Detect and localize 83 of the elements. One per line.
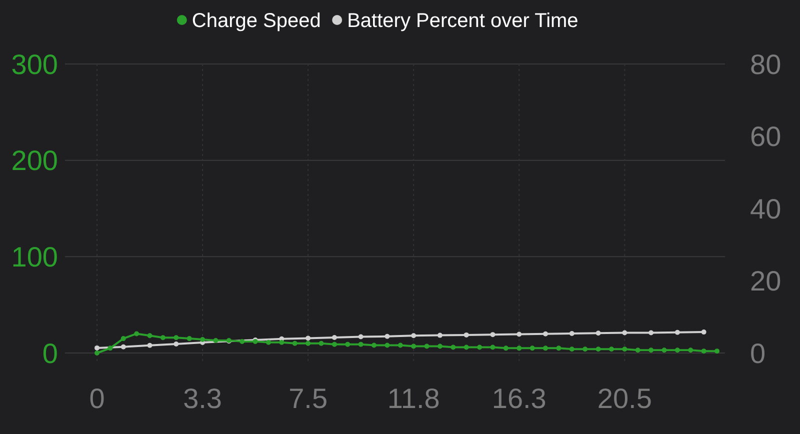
legend-label: Charge Speed (192, 10, 321, 32)
point (398, 342, 403, 348)
point (279, 340, 284, 345)
point (450, 344, 456, 350)
point (384, 334, 390, 339)
point (332, 342, 337, 347)
point (160, 335, 166, 340)
point (147, 333, 152, 338)
point (556, 346, 562, 351)
point (648, 348, 654, 353)
point (464, 344, 469, 350)
point (120, 344, 126, 350)
point (266, 340, 271, 345)
point (240, 338, 245, 344)
point (701, 348, 706, 354)
point (411, 344, 416, 349)
point (200, 337, 206, 342)
point (384, 342, 390, 348)
point (437, 344, 442, 349)
y-tick-label: 300 (11, 48, 58, 80)
point (147, 342, 152, 348)
point (358, 334, 364, 340)
y-tick-label: 0 (42, 338, 58, 369)
point (372, 342, 377, 348)
point (134, 331, 140, 336)
point (674, 348, 680, 353)
point (213, 338, 218, 343)
point (332, 334, 337, 340)
point (477, 344, 482, 350)
point (464, 332, 469, 338)
y-tick-label: 100 (11, 241, 58, 272)
point (437, 332, 442, 338)
point (424, 344, 430, 349)
point (569, 330, 574, 336)
point (596, 330, 601, 336)
x-tick-label: 3.3 (183, 383, 222, 414)
point (306, 340, 311, 346)
y2-tick-label: 80 (750, 48, 782, 80)
x-tick-label: 16.3 (492, 383, 546, 414)
y2-tick-label: 40 (750, 193, 782, 224)
point (530, 346, 535, 351)
point (120, 336, 126, 342)
y-tick-label: 200 (11, 145, 58, 176)
point (543, 331, 548, 336)
point (516, 332, 522, 337)
point (662, 348, 667, 353)
x-tick-label: 20.5 (597, 383, 652, 414)
point (569, 346, 574, 352)
point (490, 344, 496, 350)
point (174, 341, 179, 346)
point (411, 333, 416, 338)
point (292, 340, 298, 346)
point (108, 346, 113, 351)
y2-tick-label: 20 (750, 266, 782, 297)
x-tick-label: 0 (89, 383, 105, 414)
legend-label: Battery Percent over Time (347, 10, 578, 32)
point (688, 348, 694, 353)
point (94, 350, 100, 356)
point (490, 332, 496, 338)
point (582, 346, 588, 352)
x-tick-label: 11.8 (387, 383, 440, 414)
y2-tick-label: 60 (750, 121, 782, 152)
point (174, 335, 179, 340)
y2-tick-label: 0 (750, 338, 766, 369)
point (635, 348, 640, 353)
point (318, 340, 324, 346)
point (596, 346, 601, 352)
point (94, 345, 100, 350)
point (358, 342, 364, 347)
point (608, 346, 614, 352)
point (622, 330, 628, 336)
point (516, 346, 522, 351)
point (674, 330, 680, 335)
point (345, 342, 350, 347)
point (503, 346, 508, 351)
point (622, 346, 628, 352)
point (543, 346, 548, 351)
point (186, 336, 192, 342)
x-tick-label: 7.5 (288, 383, 328, 414)
point (648, 330, 654, 336)
point (701, 330, 706, 335)
point (714, 348, 720, 354)
point (306, 336, 311, 341)
